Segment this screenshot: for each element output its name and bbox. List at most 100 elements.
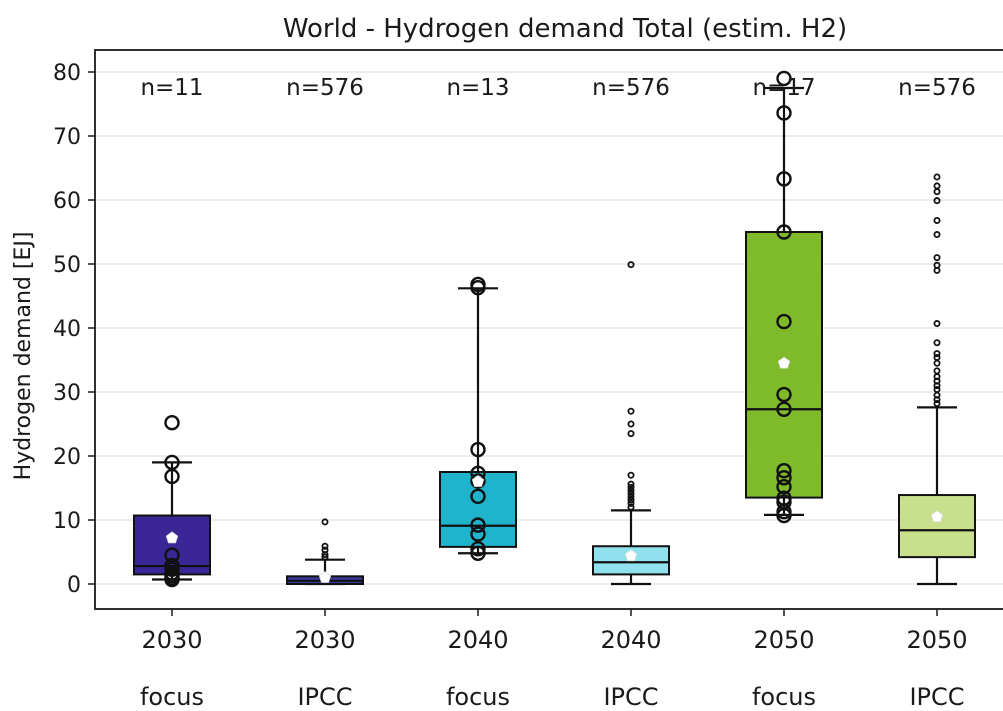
data-point xyxy=(933,339,941,347)
x-tick-label: IPCC xyxy=(603,683,658,711)
data-point xyxy=(164,557,180,574)
x-tick-year: 2040 xyxy=(447,626,508,654)
data-point xyxy=(776,386,792,403)
data-point xyxy=(933,391,941,399)
data-point xyxy=(933,173,941,181)
sample-count: n=576 xyxy=(286,75,364,101)
data-point xyxy=(470,517,486,533)
data-point xyxy=(627,493,635,501)
mean-marker xyxy=(777,356,791,369)
y-tick-label: 40 xyxy=(53,317,81,342)
data-point xyxy=(470,441,486,458)
mean-marker xyxy=(930,510,944,523)
data-point xyxy=(933,182,941,190)
mean-marker xyxy=(624,549,638,562)
x-tick-year: 2030 xyxy=(294,626,355,654)
data-point xyxy=(933,216,941,224)
data-point xyxy=(470,488,486,505)
box-group xyxy=(745,70,823,524)
data-point xyxy=(933,197,941,205)
y-tick-label: 70 xyxy=(53,125,81,150)
y-tick-label: 80 xyxy=(53,61,81,86)
data-point xyxy=(776,401,792,417)
data-point xyxy=(933,350,941,358)
data-point xyxy=(776,463,792,479)
data-point xyxy=(776,490,792,506)
data-point xyxy=(776,313,792,330)
data-point xyxy=(776,479,792,495)
data-point xyxy=(627,471,635,479)
y-tick-label: 10 xyxy=(53,509,81,534)
sample-count: n=17 xyxy=(752,75,815,101)
x-tick-year: 2040 xyxy=(600,626,661,654)
mean-marker xyxy=(471,475,485,487)
data-point xyxy=(627,420,635,428)
data-point xyxy=(776,470,792,486)
x-tick-label: IPCC xyxy=(909,683,964,711)
data-point xyxy=(321,518,329,526)
data-point xyxy=(627,499,635,507)
x-tick-label: focus xyxy=(752,683,816,711)
data-point xyxy=(627,480,635,488)
y-tick-label: 20 xyxy=(53,445,81,470)
box-group xyxy=(898,173,976,586)
y-tick-label: 50 xyxy=(53,253,81,278)
y-tick-label: 30 xyxy=(53,381,81,406)
x-tick-label: IPCC xyxy=(297,683,352,711)
y-axis-label: Hydrogen demand [EJ] xyxy=(11,232,36,481)
data-point xyxy=(933,254,941,262)
chart-title: World - Hydrogen demand Total (estim. H2… xyxy=(283,14,847,44)
data-point xyxy=(627,487,635,495)
data-point xyxy=(776,105,792,121)
data-point xyxy=(627,407,635,415)
data-point xyxy=(321,553,329,561)
x-tick-year: 2030 xyxy=(141,626,202,654)
data-point xyxy=(470,545,486,561)
data-point xyxy=(776,70,792,87)
sample-counts: n=11 n=576 n=13 n=576 n=17 n=576 xyxy=(140,75,975,101)
data-point xyxy=(627,503,635,511)
iqr-box xyxy=(898,494,976,559)
sample-count: n=576 xyxy=(592,75,670,101)
data-point xyxy=(164,547,180,563)
data-point xyxy=(321,546,329,554)
plot-frame xyxy=(94,49,1003,610)
mean-marker xyxy=(318,571,332,583)
gridlines xyxy=(95,71,1003,585)
data-point xyxy=(933,353,941,361)
mean-marker xyxy=(165,531,179,544)
data-point xyxy=(627,261,635,269)
data-point xyxy=(776,224,792,240)
sample-count: n=13 xyxy=(446,75,509,101)
iqr-box xyxy=(133,514,211,576)
y-tick-label: 0 xyxy=(67,573,81,598)
data-point xyxy=(933,231,941,239)
box-group xyxy=(133,415,211,588)
data-point xyxy=(321,542,329,550)
data-point xyxy=(627,430,635,438)
data-point xyxy=(933,359,941,367)
y-tick-label: 60 xyxy=(53,189,81,214)
data-point xyxy=(776,171,792,187)
data-point xyxy=(933,320,941,328)
sample-count: n=11 xyxy=(140,75,203,101)
data-point xyxy=(933,373,941,381)
box-group xyxy=(286,518,364,586)
box-group xyxy=(592,261,670,586)
data-point xyxy=(470,526,486,542)
y-axis: 0 10 20 30 40 50 60 70 80 xyxy=(53,61,95,598)
data-point xyxy=(470,473,486,489)
data-point xyxy=(470,541,486,557)
data-point xyxy=(933,367,941,375)
boxes xyxy=(133,70,976,588)
x-tick-year: 2050 xyxy=(753,626,814,654)
data-point xyxy=(933,385,941,393)
x-tick-label: focus xyxy=(446,683,510,711)
data-point xyxy=(164,415,180,431)
x-axis: 2030 focus 2030 IPCC 2040 focus 2040 IPCC 2050 fo… xyxy=(140,609,968,711)
data-point xyxy=(627,496,635,504)
sample-count: n=576 xyxy=(898,75,976,101)
data-point xyxy=(933,188,941,196)
box-group xyxy=(439,276,517,561)
